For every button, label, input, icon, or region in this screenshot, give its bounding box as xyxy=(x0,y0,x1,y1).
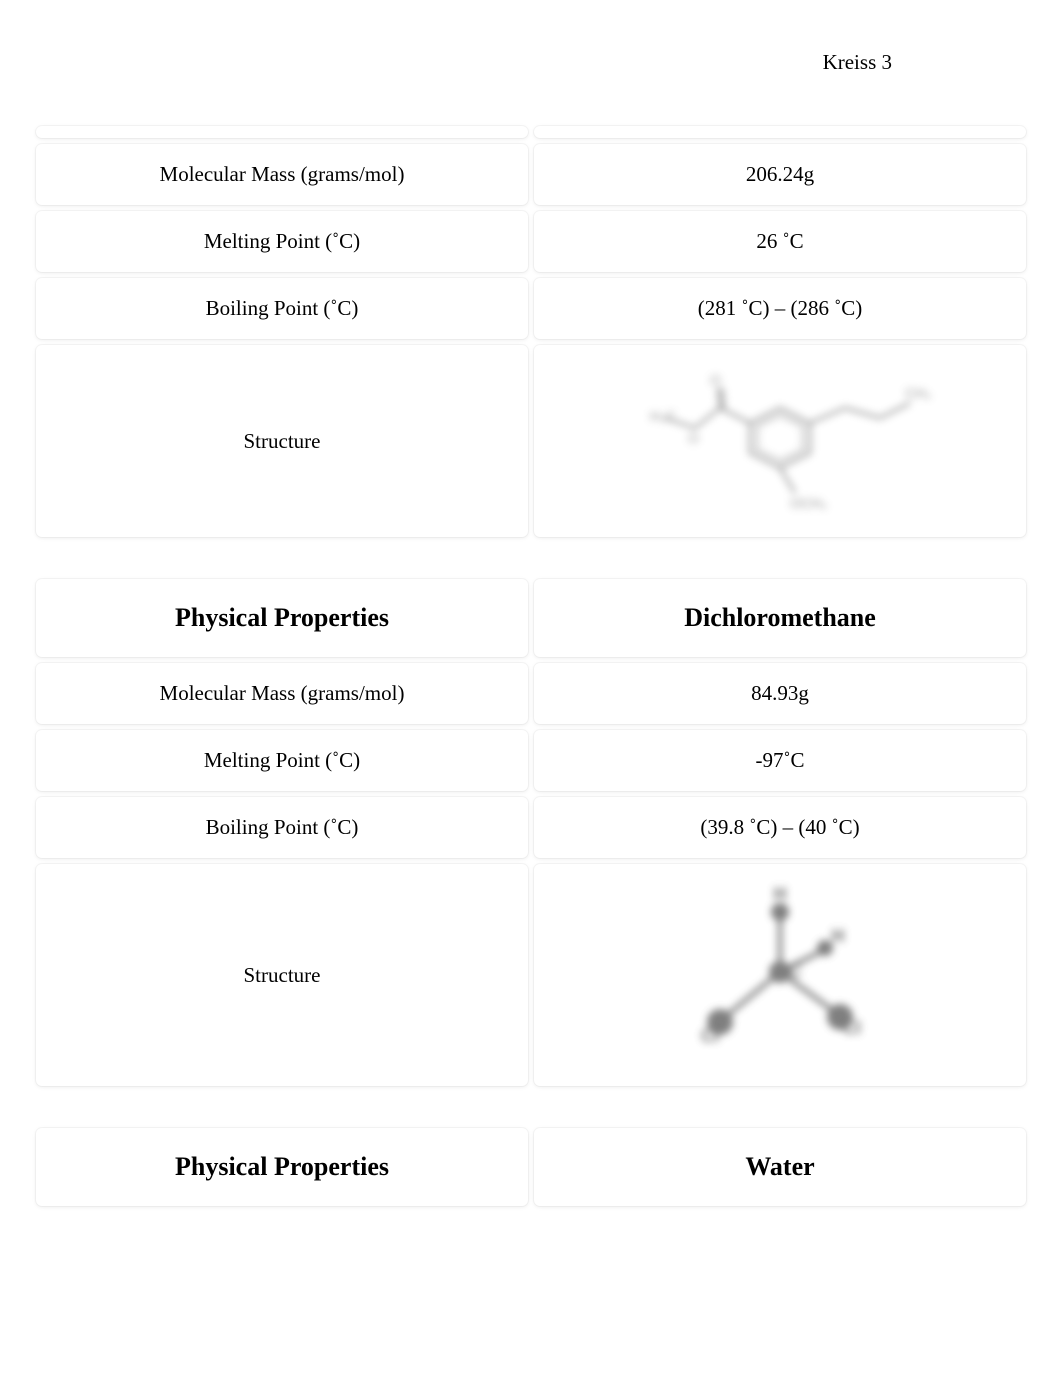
property-value: -97˚C xyxy=(534,730,1026,791)
property-label: Structure xyxy=(36,345,528,537)
properties-table-3: Physical Properties Water xyxy=(30,1122,1032,1212)
table-row: Molecular Mass (grams/mol) 84.93g xyxy=(36,663,1026,724)
svg-text:C: C xyxy=(789,961,802,981)
property-value: 26 ˚C xyxy=(534,211,1026,272)
property-label: Molecular Mass (grams/mol) xyxy=(36,663,528,724)
svg-text:OCH₃: OCH₃ xyxy=(790,495,827,511)
property-label: Molecular Mass (grams/mol) xyxy=(36,144,528,205)
page-header: Kreiss 3 xyxy=(30,50,1032,75)
svg-text:CH₃: CH₃ xyxy=(905,385,931,401)
table-header-left: Physical Properties xyxy=(36,579,528,657)
property-value: 84.93g xyxy=(534,663,1026,724)
table-header-right: Dichloromethane xyxy=(534,579,1026,657)
table-spacer-row xyxy=(36,126,1026,138)
structure-cell: H₃C CH₃ OCH₃ O O xyxy=(534,345,1026,537)
aromatic-molecule-icon: H₃C CH₃ OCH₃ O O xyxy=(610,363,950,513)
table-row-structure: Structure xyxy=(36,345,1026,537)
property-label: Structure xyxy=(36,864,528,1086)
empty-cell xyxy=(36,126,528,138)
svg-text:H₃C: H₃C xyxy=(650,408,676,424)
table-header-row: Physical Properties Water xyxy=(36,1128,1026,1206)
property-label: Melting Point (˚C) xyxy=(36,730,528,791)
table-header-row: Physical Properties Dichloromethane xyxy=(36,579,1026,657)
empty-cell xyxy=(534,126,1026,138)
dichloromethane-molecule-icon: H C Cl Cl H xyxy=(670,882,890,1062)
property-label: Melting Point (˚C) xyxy=(36,211,528,272)
svg-text:O: O xyxy=(710,372,721,388)
table-row-structure: Structure H C xyxy=(36,864,1026,1086)
table-row: Molecular Mass (grams/mol) 206.24g xyxy=(36,144,1026,205)
property-label: Boiling Point (˚C) xyxy=(36,797,528,858)
table-row: Melting Point (˚C) 26 ˚C xyxy=(36,211,1026,272)
property-label: Boiling Point (˚C) xyxy=(36,278,528,339)
properties-table-1: Molecular Mass (grams/mol) 206.24g Melti… xyxy=(30,120,1032,543)
svg-text:H: H xyxy=(774,884,787,904)
property-value: 206.24g xyxy=(534,144,1026,205)
svg-text:Cl: Cl xyxy=(701,1026,719,1046)
svg-text:H: H xyxy=(832,926,845,946)
table-row: Melting Point (˚C) -97˚C xyxy=(36,730,1026,791)
table-row: Boiling Point (˚C) (281 ˚C) – (286 ˚C) xyxy=(36,278,1026,339)
table-header-right: Water xyxy=(534,1128,1026,1206)
property-value: (39.8 ˚C) – (40 ˚C) xyxy=(534,797,1026,858)
property-value: (281 ˚C) – (286 ˚C) xyxy=(534,278,1026,339)
table-header-left: Physical Properties xyxy=(36,1128,528,1206)
table-row: Boiling Point (˚C) (39.8 ˚C) – (40 ˚C) xyxy=(36,797,1026,858)
svg-text:O: O xyxy=(688,430,699,446)
properties-table-2: Physical Properties Dichloromethane Mole… xyxy=(30,573,1032,1092)
svg-text:Cl: Cl xyxy=(843,1018,861,1038)
structure-cell: H C Cl Cl H xyxy=(534,864,1026,1086)
